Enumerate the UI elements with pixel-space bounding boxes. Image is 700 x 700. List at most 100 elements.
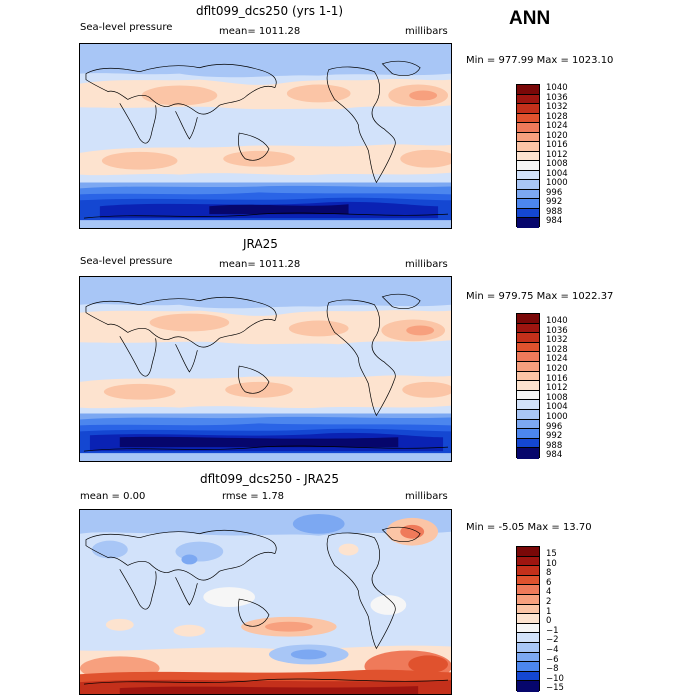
panel3-swatch-neg2 bbox=[517, 643, 539, 653]
panel2-cbar-label: 1032 bbox=[546, 335, 568, 346]
panel2-swatch-1028 bbox=[517, 342, 539, 353]
panel1-cbar-label: 1000 bbox=[546, 178, 568, 188]
panel1-swatch-1032 bbox=[517, 104, 539, 114]
panel1-swatch-1036 bbox=[517, 94, 539, 104]
panel3-colorbar bbox=[516, 546, 540, 692]
panel2-map bbox=[79, 276, 452, 462]
panel2-swatch-992 bbox=[517, 429, 539, 439]
panel2-swatch-996 bbox=[517, 419, 539, 430]
panel1-cbar-label: 1008 bbox=[546, 159, 568, 169]
panel3-cbar-label: 4 bbox=[546, 587, 552, 598]
panel3-cbar-label: 2 bbox=[546, 597, 552, 607]
panel2-units-label: millibars bbox=[405, 259, 448, 270]
panel2-cbar-label: 1020 bbox=[546, 364, 568, 374]
panel3-cbar-label: 6 bbox=[546, 577, 552, 588]
panel3-swatch-0 bbox=[517, 623, 539, 634]
panel3-swatch-neg4 bbox=[517, 652, 539, 663]
panel1-cbar-label: 992 bbox=[546, 197, 563, 207]
panel2-cbar-label: 1024 bbox=[546, 354, 568, 365]
panel2-swatch-1000 bbox=[517, 410, 539, 420]
panel3-swatch-neg8 bbox=[517, 671, 539, 682]
panel2-cbar-label: 1028 bbox=[546, 344, 568, 355]
panel3-units-label: millibars bbox=[405, 491, 448, 502]
panel2-variable-label: Sea-level pressure bbox=[80, 256, 173, 267]
panel1-cbar-label: 1012 bbox=[546, 149, 568, 160]
panel1-swatch-996 bbox=[517, 189, 539, 199]
panel3-cbar-label: −8 bbox=[546, 664, 559, 675]
panel1-swatch-1028 bbox=[517, 113, 539, 123]
panel2-swatch-1040 bbox=[517, 314, 539, 324]
panel2-swatch-1032 bbox=[517, 333, 539, 343]
panel2-cbar-label: 1016 bbox=[546, 373, 568, 384]
panel1-title: dflt099_dcs250 (yrs 1-1) bbox=[196, 4, 344, 18]
panel2-cbar-label: 1040 bbox=[546, 316, 568, 326]
panel3-title: dflt099_dcs250 - JRA25 bbox=[200, 472, 339, 486]
panel1-cbar-label: 1024 bbox=[546, 121, 568, 131]
panel2-cbar-label: 988 bbox=[546, 440, 563, 451]
panel1-swatch-1020 bbox=[517, 132, 539, 142]
panel1-swatch-1012 bbox=[517, 151, 539, 161]
panel3-cbar-label: −15 bbox=[546, 683, 564, 694]
panel3-swatch-neg1 bbox=[517, 633, 539, 643]
panel1-swatch-1004 bbox=[517, 170, 539, 180]
panel2-cbar-label: 1000 bbox=[546, 412, 568, 422]
panel3-rmse-label: rmse = 1.78 bbox=[222, 491, 285, 502]
panel3-mean-label: mean = 0.00 bbox=[80, 491, 146, 502]
panel3-cbar-label: −1 bbox=[546, 625, 559, 636]
panel3-cbar-label: 10 bbox=[546, 558, 557, 569]
panel1-cbar-label: 1040 bbox=[546, 83, 568, 93]
panel3-swatch-10 bbox=[517, 556, 539, 567]
panel2-swatch-1008 bbox=[517, 390, 539, 401]
panel2-contour-plot bbox=[80, 277, 451, 461]
panel1-mean-label: mean= 1011.28 bbox=[219, 26, 301, 37]
panel1-cbar-label: 1036 bbox=[546, 92, 568, 103]
panel2-cbar-label: 992 bbox=[546, 431, 563, 442]
panel3-swatch-6 bbox=[517, 575, 539, 586]
panel2-mean-label: mean= 1011.28 bbox=[219, 259, 301, 270]
panel3-cbar-label: 15 bbox=[546, 549, 557, 559]
panel1-swatch-984 bbox=[517, 218, 539, 228]
panel2-colorbar bbox=[516, 313, 540, 459]
panel1-variable-label: Sea-level pressure bbox=[80, 22, 173, 33]
panel1-swatch-1016 bbox=[517, 142, 539, 152]
panel3-cbar-label: 1 bbox=[546, 606, 552, 617]
panel3-cbar-label: −4 bbox=[546, 645, 559, 655]
panel1-colorbar bbox=[516, 84, 540, 228]
panel1-cbar-label: 988 bbox=[546, 206, 563, 217]
panel1-minmax: Min = 977.99 Max = 1023.10 bbox=[466, 55, 614, 66]
panel1-cbar-label: 1028 bbox=[546, 111, 568, 122]
panel1-units-label: millibars bbox=[405, 26, 448, 37]
panel2-swatch-1024 bbox=[517, 352, 539, 362]
panel2-swatch-1020 bbox=[517, 362, 539, 372]
panel3-swatch-neg6 bbox=[517, 662, 539, 672]
panel2-swatch-1036 bbox=[517, 323, 539, 334]
panel2-cbar-label: 984 bbox=[546, 450, 563, 461]
panel2-cbar-label: 1036 bbox=[546, 325, 568, 336]
panel1-swatch-1040 bbox=[517, 85, 539, 95]
panel1-cbar-label: 1032 bbox=[546, 102, 568, 112]
panel3-swatch-15 bbox=[517, 547, 539, 557]
panel2-cbar-label: 1004 bbox=[546, 402, 568, 413]
panel2-swatch-1004 bbox=[517, 400, 539, 410]
panel3-cbar-label: 0 bbox=[546, 616, 552, 627]
panel2-swatch-984 bbox=[517, 448, 539, 459]
panel1-swatch-1024 bbox=[517, 123, 539, 133]
panel3-map bbox=[79, 509, 452, 695]
panel1-cbar-label: 1020 bbox=[546, 130, 568, 141]
panel3-cbar-label: 8 bbox=[546, 568, 552, 579]
panel3-minmax: Min = -5.05 Max = 13.70 bbox=[466, 522, 592, 533]
panel1-map bbox=[79, 43, 452, 229]
panel2-minmax: Min = 979.75 Max = 1022.37 bbox=[466, 291, 614, 302]
panel2-swatch-1016 bbox=[517, 371, 539, 382]
panel1-cbar-label: 996 bbox=[546, 187, 563, 198]
panel2-title: JRA25 bbox=[243, 237, 278, 251]
panel3-cbar-label: −2 bbox=[546, 635, 559, 646]
panel3-swatch-1 bbox=[517, 604, 539, 615]
panel1-swatch-992 bbox=[517, 199, 539, 209]
panel3-cbar-label: −6 bbox=[546, 654, 559, 665]
panel1-contour-plot bbox=[80, 44, 451, 228]
panel3-swatch-0-pos bbox=[517, 614, 539, 624]
panel2-cbar-label: 996 bbox=[546, 421, 563, 432]
panel3-contour-plot bbox=[80, 510, 451, 694]
panel3-cbar-label: −10 bbox=[546, 673, 564, 684]
